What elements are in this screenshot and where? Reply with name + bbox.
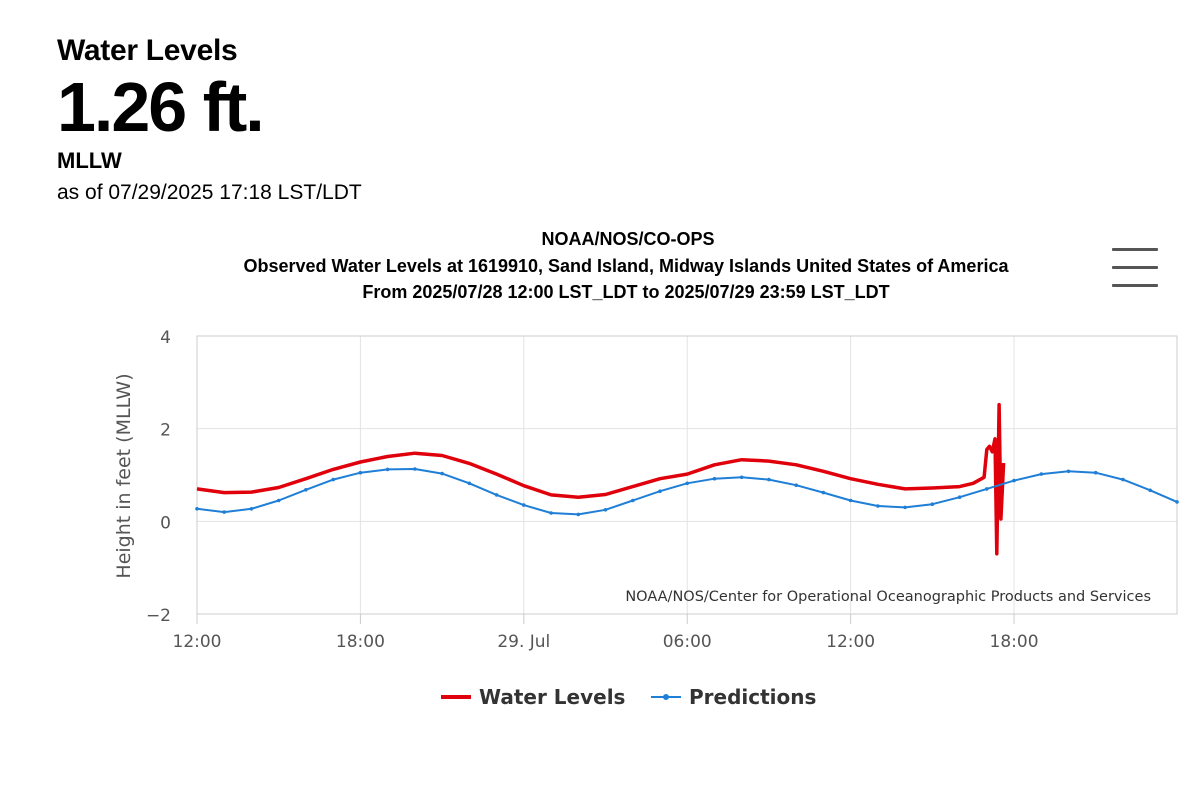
legend-predictions-marker xyxy=(663,694,669,700)
menu-bar xyxy=(1112,284,1158,287)
page-title: Water Levels xyxy=(57,34,238,67)
datum-label: MLLW xyxy=(57,148,122,173)
predictions-point xyxy=(413,467,417,471)
predictions-point xyxy=(1066,469,1071,474)
y-tick-label: 0 xyxy=(160,513,171,533)
predictions-point xyxy=(385,467,390,472)
chart-credits: NOAA/NOS/Center for Operational Oceanogr… xyxy=(625,589,1151,605)
predictions-point xyxy=(331,477,336,482)
as-of-timestamp: as of 07/29/2025 17:18 LST/LDT xyxy=(57,181,362,204)
predictions-point xyxy=(930,502,935,507)
predictions-point xyxy=(304,488,308,492)
predictions-point xyxy=(876,504,880,508)
predictions-point xyxy=(549,511,553,515)
predictions-point xyxy=(712,476,717,481)
predictions-point xyxy=(440,471,444,476)
predictions-point xyxy=(522,503,526,507)
predictions-point xyxy=(195,507,199,511)
predictions-point xyxy=(576,512,581,517)
x-tick-label: 29. Jul xyxy=(497,632,550,652)
menu-bar xyxy=(1112,266,1158,269)
predictions-point xyxy=(222,510,226,514)
axis-labels: 420−212:00 18:00 29. Jul 06:00 12:00 18:00 xyxy=(146,328,1039,652)
y-axis-label: Height in feet (MLLW) xyxy=(113,373,135,578)
x-tick-label: 12:00 xyxy=(173,632,222,652)
menu-bar xyxy=(1112,248,1158,251)
predictions-point xyxy=(957,495,962,500)
chart-subtitle-station: Observed Water Levels at 1619910, Sand I… xyxy=(244,256,1010,276)
x-tick-label: 18:00 xyxy=(336,632,385,652)
predictions-point xyxy=(1121,477,1125,482)
legend-predictions[interactable]: Predictions xyxy=(651,685,816,709)
predictions-point xyxy=(685,481,689,486)
predictions-point xyxy=(1012,478,1016,483)
legend-predictions-label: Predictions xyxy=(689,685,816,709)
predictions-point xyxy=(276,498,281,503)
predictions-point xyxy=(249,507,254,511)
chart-title: NOAA/NOS/CO-OPS xyxy=(541,229,714,249)
predictions-point xyxy=(985,487,989,491)
predictions-point xyxy=(467,481,472,486)
predictions-point xyxy=(821,490,826,495)
x-tick-label: 06:00 xyxy=(663,632,712,652)
legend-water-levels-label: Water Levels xyxy=(479,685,625,709)
predictions-point xyxy=(767,477,771,482)
predictions-point xyxy=(848,498,853,503)
chart-subtitle-range: From 2025/07/28 12:00 LST_LDT to 2025/07… xyxy=(362,282,889,302)
hamburger-menu-icon[interactable] xyxy=(1108,246,1160,290)
y-tick-label: 2 xyxy=(160,421,171,441)
predictions-point xyxy=(603,508,608,512)
predictions-point xyxy=(794,483,798,488)
predictions-point xyxy=(494,493,499,497)
predictions-point xyxy=(631,498,635,503)
current-water-level: 1.26 ft. xyxy=(57,68,265,146)
y-tick-label: −2 xyxy=(146,606,171,626)
x-tick-label: 12:00 xyxy=(826,632,875,652)
predictions-point xyxy=(658,489,662,494)
predictions-point xyxy=(1148,488,1152,493)
predictions-point xyxy=(1039,472,1044,476)
water-levels-series-line xyxy=(196,402,1006,556)
predictions-point xyxy=(1093,470,1098,475)
y-tick-label: 4 xyxy=(160,328,171,348)
predictions-point xyxy=(1175,500,1179,504)
x-tick-label: 18:00 xyxy=(990,632,1039,652)
predictions-point xyxy=(358,470,363,475)
predictions-point xyxy=(903,505,907,510)
predictions-point xyxy=(739,475,744,480)
legend-water-levels[interactable]: Water Levels xyxy=(441,685,625,709)
series-lines xyxy=(195,402,1179,556)
